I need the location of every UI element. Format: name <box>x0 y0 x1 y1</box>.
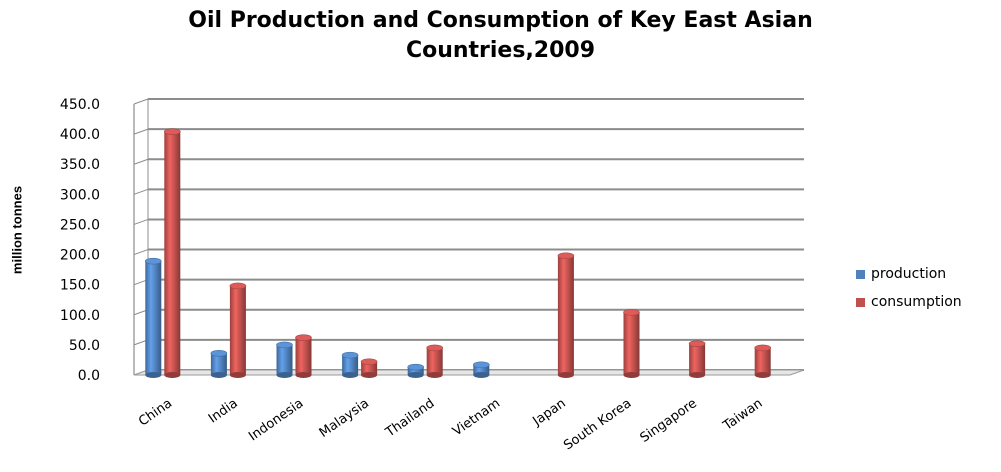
bar-base <box>295 372 312 378</box>
bar-top <box>623 309 640 316</box>
y-tick-label: 0.0 <box>78 368 100 384</box>
x-tick-label: Vietnam <box>450 396 503 439</box>
y-tick-label: 250.0 <box>60 217 100 233</box>
chart-title: Oil Production and Consumption of Key Ea… <box>188 8 813 63</box>
gridline-side <box>133 249 149 256</box>
bar-consumption-japan <box>557 255 574 375</box>
bar-consumption-china <box>164 131 181 375</box>
y-tick-label: 150.0 <box>60 278 100 294</box>
y-tick-label: 50.0 <box>69 338 100 354</box>
bar-base <box>361 372 378 378</box>
legend-label-consumption: consumption <box>871 294 962 310</box>
bar-top <box>210 350 228 357</box>
legend-item-consumption: consumption <box>856 288 962 316</box>
bar-production-vietnam <box>473 364 490 375</box>
gridline-side <box>133 98 149 105</box>
y-tick-label: 300.0 <box>60 187 100 203</box>
bar-consumption-taiwan <box>754 347 771 375</box>
bar-top <box>557 252 575 260</box>
x-tick-label: Japan <box>530 396 569 430</box>
x-tick-label: India <box>206 396 241 427</box>
bar-top <box>229 282 247 290</box>
bar-production-malaysia <box>342 355 359 375</box>
bar-top <box>407 363 425 371</box>
bar-base <box>276 372 293 378</box>
bar-base <box>689 372 706 378</box>
bar-top <box>295 334 312 341</box>
legend: production consumption <box>856 260 962 316</box>
bar-base <box>407 372 424 378</box>
bar-top <box>426 344 444 352</box>
x-tick-label: Taiwan <box>720 396 766 434</box>
gridline-side <box>133 188 149 195</box>
x-tick-label: Singapore <box>638 396 700 446</box>
bar-top <box>276 341 293 349</box>
x-tick-label: Thailand <box>382 396 437 441</box>
bar-base <box>145 372 162 378</box>
bar-consumption-malaysia <box>361 361 378 375</box>
bar-production-india <box>210 353 227 375</box>
legend-swatch-consumption <box>856 297 865 307</box>
bar-consumption-south-korea <box>623 312 640 375</box>
y-tick-label: 450.0 <box>60 97 100 113</box>
legend-item-production: production <box>856 260 962 288</box>
bar-top <box>145 257 162 265</box>
bar-top <box>754 344 772 352</box>
bar-base <box>229 372 246 378</box>
bar-base <box>473 372 490 378</box>
bar-base <box>557 372 574 378</box>
bar-consumption-indonesia <box>295 337 312 375</box>
bar-base <box>164 372 181 378</box>
y-tick-label: 200.0 <box>60 248 100 264</box>
legend-label-production: production <box>871 266 947 282</box>
bar-production-indonesia <box>276 344 293 375</box>
legend-swatch-production <box>856 269 865 279</box>
bar-base <box>754 372 771 378</box>
bar-base <box>210 372 227 378</box>
gridline-side <box>133 158 149 165</box>
x-tick-label: South Korea <box>561 396 634 453</box>
bar-consumption-india <box>229 285 246 375</box>
bar-base <box>623 372 640 378</box>
bar-base <box>426 372 443 378</box>
bar-top <box>360 358 378 366</box>
y-tick-label: 100.0 <box>60 308 100 324</box>
gridline-side <box>133 128 149 135</box>
y-axis-label: million tonnes <box>9 185 25 275</box>
bar-top <box>341 351 359 359</box>
y-tick-label: 400.0 <box>60 127 100 143</box>
bar-top <box>164 128 181 136</box>
bar-consumption-thailand <box>426 347 443 375</box>
bar-production-thailand <box>407 367 424 375</box>
x-tick-label: China <box>136 396 175 430</box>
x-tick-label: Malaysia <box>317 396 372 441</box>
x-tick-label: Indonesia <box>246 396 306 444</box>
bar-base <box>342 372 359 378</box>
bar-top <box>472 361 490 369</box>
bar-consumption-singapore <box>689 343 706 375</box>
bar-top <box>688 340 706 347</box>
y-tick-label: 350.0 <box>60 157 100 173</box>
gridline-side <box>133 218 149 225</box>
bar-production-china <box>145 261 162 375</box>
